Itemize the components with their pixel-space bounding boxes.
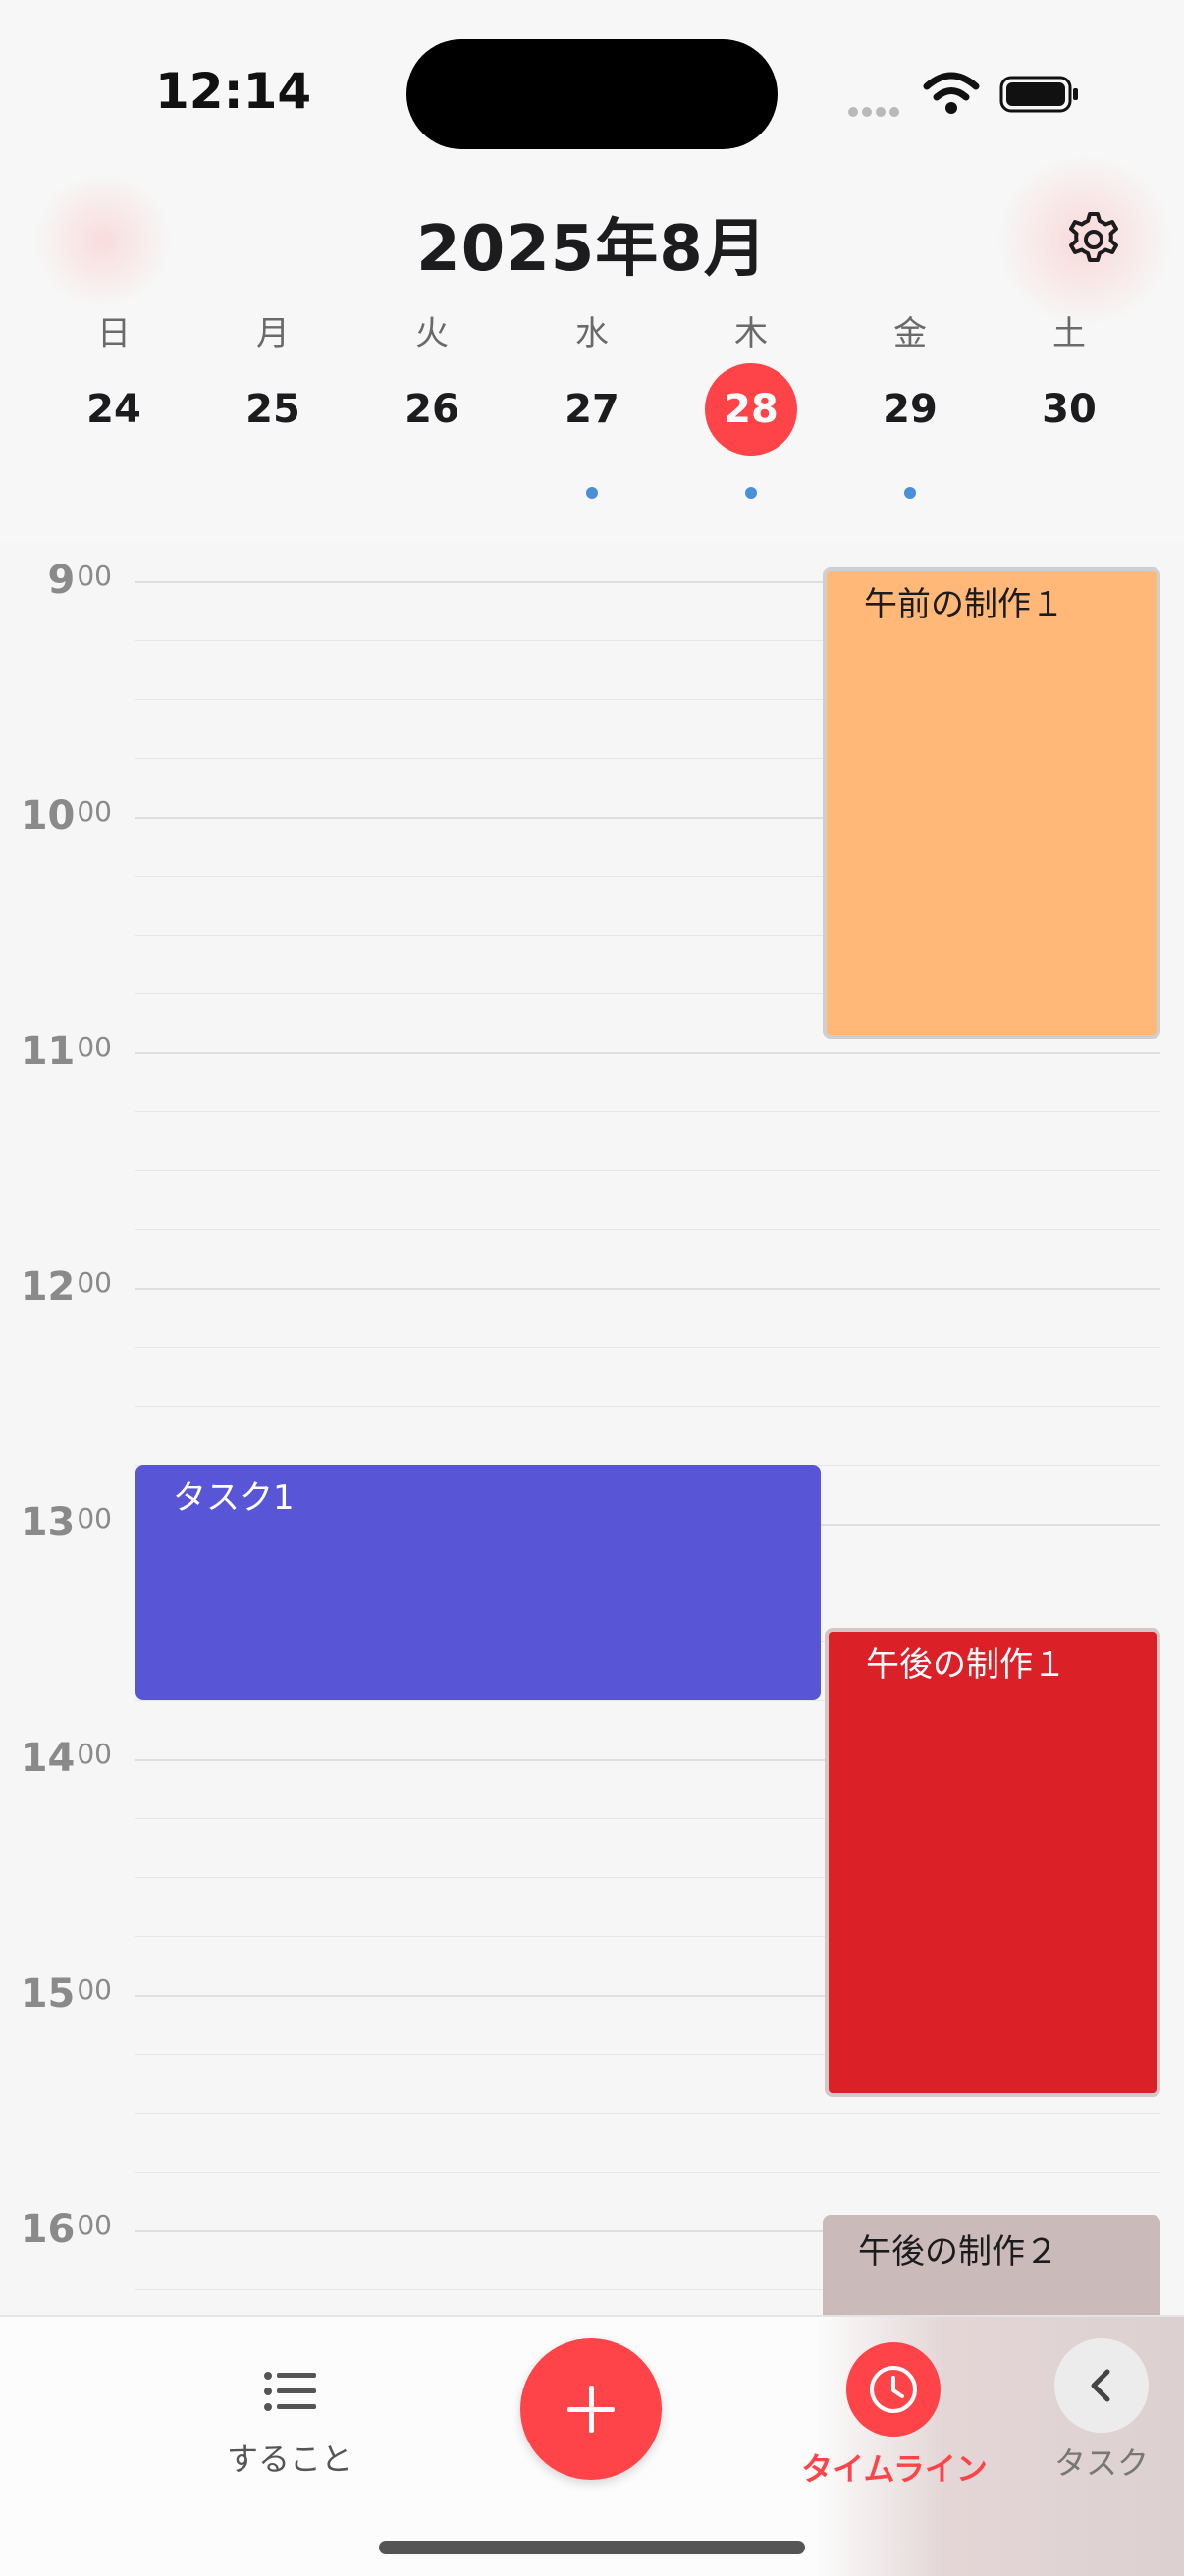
status-time: 12:14 [155, 63, 312, 120]
quarter-gridline [135, 1877, 1160, 1878]
decorative-glow [29, 177, 177, 304]
weekday-label: 日 [97, 314, 131, 353]
hour-gridline [135, 817, 1160, 819]
home-indicator [379, 2541, 805, 2554]
date-number[interactable]: 30 [1042, 387, 1097, 432]
quarter-gridline [135, 640, 1160, 641]
quarter-gridline [135, 1406, 1160, 1407]
dynamic-island [406, 39, 778, 149]
hour-gridline [135, 1052, 1160, 1054]
plus-icon [589, 2386, 594, 2433]
event-title: 午後の制作１ [866, 1645, 1066, 1685]
week-strip: 日 24 月 25 火 26 水 27 木 28 金 29 土 30 [0, 295, 1184, 540]
weekday-label: 金 [893, 314, 927, 353]
weekday-label: 土 [1052, 314, 1086, 353]
event-title: タスク1 [173, 1478, 295, 1518]
event-indicator-dot [745, 487, 757, 499]
hour-gridline [135, 1995, 1160, 1997]
status-bar: 12:14 [0, 0, 1184, 177]
clock-icon [870, 2366, 917, 2413]
quarter-gridline [135, 2113, 1160, 2114]
tab-task-label: タスク [1053, 2444, 1149, 2482]
hour-label: 1100 [20, 1029, 112, 1074]
quarter-gridline [135, 2172, 1160, 2173]
date-number[interactable]: 29 [883, 387, 938, 432]
tab-todo[interactable]: すること [206, 2360, 373, 2478]
tab-timeline[interactable]: タイムライン [781, 2342, 1007, 2488]
hour-gridline [135, 1288, 1160, 1290]
quarter-gridline [135, 2054, 1160, 2055]
hour-gridline [135, 2230, 1160, 2232]
event-indicator-dot [586, 487, 598, 499]
hour-label: 1300 [20, 1500, 112, 1545]
cellular-signal-icon [848, 102, 907, 117]
battery-icon [999, 76, 1078, 113]
timeline[interactable]: 900 1000 1100 1200 1300 1400 1500 1600 午… [0, 542, 1184, 2315]
date-number[interactable]: 24 [86, 387, 141, 432]
weekday-label: 月 [256, 314, 290, 353]
hour-label: 1400 [20, 1736, 112, 1781]
hour-label: 1500 [20, 1971, 112, 2016]
quarter-gridline [135, 1347, 1160, 1348]
event-indicator-dot [904, 487, 916, 499]
event-title: 午後の制作２ [858, 2232, 1058, 2272]
date-number[interactable]: 25 [245, 387, 300, 432]
tab-task[interactable]: タスク [1041, 2329, 1162, 2482]
event-block[interactable]: 午前の制作１ [823, 567, 1160, 1039]
selected-date-number[interactable]: 28 [705, 363, 797, 456]
weekday-label: 水 [575, 314, 609, 353]
chevron-left-icon [1091, 2369, 1110, 2402]
quarter-gridline [135, 1229, 1160, 1230]
quarter-gridline [135, 1700, 1160, 1701]
hour-gridline [135, 1759, 1160, 1761]
quarter-gridline [135, 1170, 1160, 1171]
tab-todo-label: すること [226, 2441, 352, 2478]
event-title: 午前の制作１ [864, 585, 1064, 624]
quarter-gridline [135, 758, 1160, 759]
tab-bar: すること タイムライン タスク [0, 2315, 1184, 2576]
quarter-gridline [135, 2289, 1160, 2290]
tab-task-badge [1054, 2338, 1149, 2433]
event-block[interactable]: タスク1 [135, 1465, 821, 1700]
quarter-gridline [135, 1111, 1160, 1112]
hour-label: 1200 [20, 1264, 112, 1310]
quarter-gridline [135, 1936, 1160, 1937]
hour-label: 1000 [20, 793, 112, 838]
hour-label: 1600 [20, 2207, 112, 2252]
date-number[interactable]: 27 [565, 387, 619, 432]
weekday-label: 火 [415, 314, 449, 353]
weekday-label: 木 [734, 314, 768, 353]
month-title[interactable]: 2025年8月 [416, 213, 768, 286]
quarter-gridline [135, 876, 1160, 877]
quarter-gridline [135, 993, 1160, 994]
gear-icon[interactable] [1062, 208, 1125, 271]
event-block[interactable]: 午後の制作１ [825, 1628, 1160, 2097]
date-number[interactable]: 26 [404, 387, 459, 432]
hour-label: 900 [47, 558, 112, 603]
tab-timeline-label: タイムライン [801, 2450, 988, 2488]
quarter-gridline [135, 935, 1160, 936]
hour-gridline [135, 581, 1160, 583]
event-block[interactable]: 午後の制作２ [823, 2215, 1160, 2315]
quarter-gridline [135, 1818, 1160, 1819]
quarter-gridline [135, 699, 1160, 700]
add-button[interactable] [520, 2338, 662, 2480]
tab-timeline-badge [846, 2342, 941, 2437]
list-icon [264, 2372, 316, 2411]
wifi-icon [923, 72, 980, 114]
